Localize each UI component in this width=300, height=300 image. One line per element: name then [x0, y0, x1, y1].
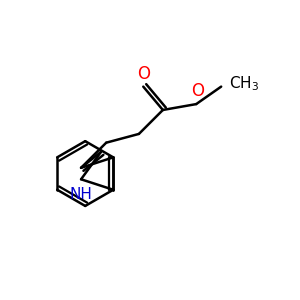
Text: NH: NH [70, 187, 92, 202]
Text: CH$_3$: CH$_3$ [229, 74, 259, 93]
Text: O: O [191, 82, 204, 100]
Text: O: O [137, 65, 150, 83]
